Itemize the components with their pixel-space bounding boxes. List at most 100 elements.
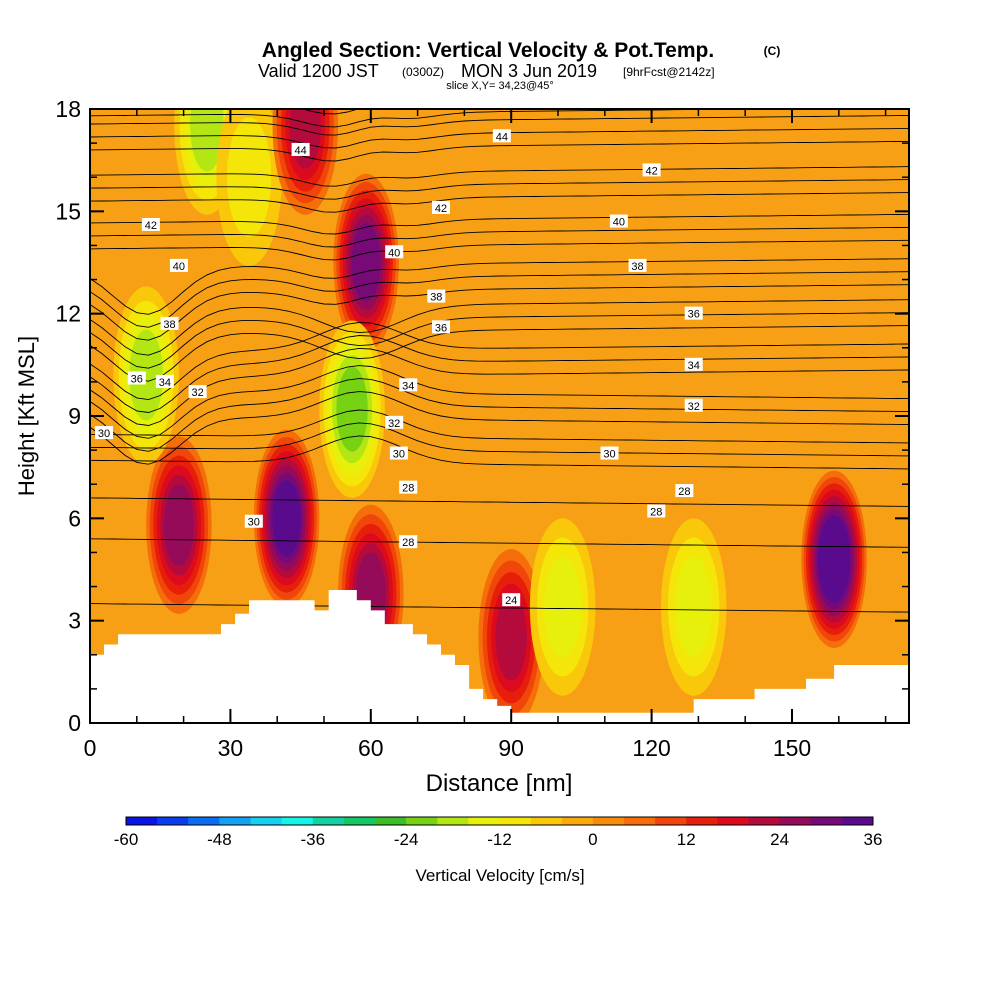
contour-label: 44 xyxy=(291,142,310,157)
contour-label: 30 xyxy=(600,446,619,461)
contour-label-bg xyxy=(427,289,446,303)
theta-contour-line xyxy=(90,213,909,235)
theta-contour-line xyxy=(90,497,909,507)
contour-label-text: 28 xyxy=(402,483,414,495)
colorbar-swatch xyxy=(592,817,625,825)
colorbar-swatch xyxy=(655,817,687,825)
x-tick-label: 90 xyxy=(498,735,524,761)
x-tick-label: 0 xyxy=(84,735,97,761)
contour-label-text: 28 xyxy=(650,507,662,519)
velocity-cell xyxy=(351,223,381,302)
contour-label-text: 32 xyxy=(192,387,204,399)
theta-contour-line xyxy=(90,435,909,470)
contour-label: 38 xyxy=(427,289,446,304)
colorbar-swatch xyxy=(375,817,407,825)
y-axis-label: Height [Kft MSL] xyxy=(14,336,39,496)
colorbar-swatch xyxy=(624,817,656,825)
colorbar-tick-label: -24 xyxy=(394,830,419,849)
contour-label-bg xyxy=(675,484,694,498)
colorbar-swatch xyxy=(499,817,532,825)
contour-label-bg xyxy=(399,378,418,392)
theta-contour-line xyxy=(90,109,787,128)
velocity-cell xyxy=(163,484,194,566)
contour-label-bg xyxy=(609,214,628,228)
contour-label-text: 32 xyxy=(688,401,700,413)
contour-label-text: 42 xyxy=(145,220,157,232)
contour-label-bg xyxy=(642,163,661,177)
contour-label: 38 xyxy=(160,316,179,331)
contour-label-text: 28 xyxy=(402,537,414,549)
contour-label: 28 xyxy=(399,535,418,549)
theta-contour-line xyxy=(90,271,909,328)
contour-label: 42 xyxy=(432,200,450,215)
contour-label-bg xyxy=(244,514,263,528)
theta-contour-line xyxy=(90,192,909,213)
contour-label-text: 24 xyxy=(505,595,517,607)
y-tick-label: 15 xyxy=(55,198,81,224)
contour-label-bg xyxy=(160,316,179,330)
theta-contour-line xyxy=(90,603,909,613)
velocity-cell xyxy=(336,366,368,452)
contour-label: 30 xyxy=(95,426,114,440)
contour-label: 36 xyxy=(684,306,703,321)
theta-contour-line xyxy=(90,299,909,356)
theta-contour-line xyxy=(90,538,909,548)
valid-time-line: Valid 1200 JST (0300Z) MON 3 Jun 2019 [9… xyxy=(258,61,715,81)
contour-label-text: 30 xyxy=(393,449,405,461)
contour-label-text: 40 xyxy=(388,247,400,259)
theta-contour-line xyxy=(90,284,909,341)
contour-label: 42 xyxy=(642,163,661,177)
contour-label-bg xyxy=(169,258,188,272)
theta-contour-line xyxy=(90,391,909,465)
velocity-cell xyxy=(675,556,713,658)
contour-label: 32 xyxy=(385,415,404,430)
theta-contour-line xyxy=(90,335,909,413)
contour-label-text: 40 xyxy=(173,261,185,273)
contour-label: 40 xyxy=(385,245,404,259)
contour-label-text: 38 xyxy=(163,319,175,331)
contour-label-bg xyxy=(95,426,114,440)
velocity-cell xyxy=(272,480,301,557)
colorbar-swatch xyxy=(343,817,376,825)
contour-label: 30 xyxy=(244,514,263,529)
velocity-cell xyxy=(544,556,582,658)
contour-label-bg xyxy=(432,320,450,334)
colorbar-swatch xyxy=(561,817,594,825)
contour-label: 36 xyxy=(127,371,146,385)
colorbar-tick-label: 12 xyxy=(677,830,696,849)
y-tick-label: 9 xyxy=(68,403,81,429)
contour-label: 24 xyxy=(502,593,521,607)
contour-label-bg xyxy=(647,504,666,518)
colorbar-swatch xyxy=(686,817,718,825)
x-axis-label: Distance [nm] xyxy=(426,770,573,797)
colorbar-swatch xyxy=(157,817,189,825)
y-tick-label: 6 xyxy=(68,505,81,531)
contour-label-bg xyxy=(492,129,511,143)
x-tick-label: 30 xyxy=(218,735,244,761)
contour-label: 40 xyxy=(609,214,628,229)
contour-label-bg xyxy=(502,593,521,607)
contour-label-text: 36 xyxy=(131,373,143,385)
contour-label: 34 xyxy=(684,357,703,372)
contour-label-text: 34 xyxy=(159,377,171,389)
contour-label-bg xyxy=(684,398,703,412)
y-tick-label: 0 xyxy=(68,710,81,736)
contour-label-bg xyxy=(684,357,703,371)
velocity-cell xyxy=(820,521,848,597)
contour-label: 28 xyxy=(399,480,418,495)
contour-label-bg xyxy=(399,480,418,494)
theta-contour-line xyxy=(90,378,909,452)
contour-label-bg xyxy=(155,374,174,388)
contour-label-bg xyxy=(385,415,404,429)
contour-label: 42 xyxy=(141,217,160,232)
contour-label-bg xyxy=(291,142,310,156)
colorbar-tick-label: 36 xyxy=(864,830,883,849)
contour-label-text: 28 xyxy=(678,486,690,498)
contour-label-text: 36 xyxy=(688,309,700,321)
theta-contour-line xyxy=(90,422,909,457)
valid-date: MON 3 Jun 2019 xyxy=(461,61,597,81)
colorbar-swatch xyxy=(717,817,749,825)
colorbar-swatch xyxy=(281,817,314,825)
